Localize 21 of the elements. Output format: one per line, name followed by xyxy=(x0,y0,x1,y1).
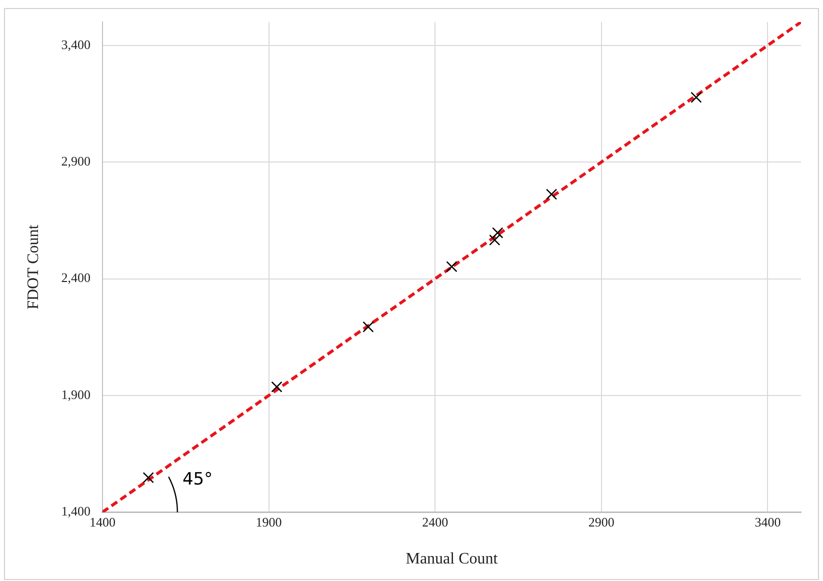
x-tick-label: 1900 xyxy=(256,514,282,530)
point xyxy=(690,92,702,103)
x-tick-label: 2900 xyxy=(588,514,614,530)
x-tick-label: 2400 xyxy=(422,514,448,530)
point xyxy=(489,234,500,246)
y-tick-label: 1,400 xyxy=(61,504,90,519)
point xyxy=(142,472,154,484)
x-tick-label: 3400 xyxy=(754,514,781,530)
y-tick-label: 2,900 xyxy=(61,153,90,168)
y-tick-label: 1,900 xyxy=(61,386,90,402)
point xyxy=(492,227,504,238)
point xyxy=(362,321,374,332)
point xyxy=(271,381,282,392)
x-tick-label: 1400 xyxy=(89,514,116,530)
y-tick-label: 3,400 xyxy=(61,36,90,52)
y-tick-label: 2,400 xyxy=(61,270,90,286)
y-axis-title: FDOT Count xyxy=(24,224,42,310)
annotation: 45° xyxy=(182,470,213,490)
point xyxy=(446,261,458,272)
point xyxy=(546,188,558,200)
x-axis-title: Manual Count xyxy=(406,550,498,568)
